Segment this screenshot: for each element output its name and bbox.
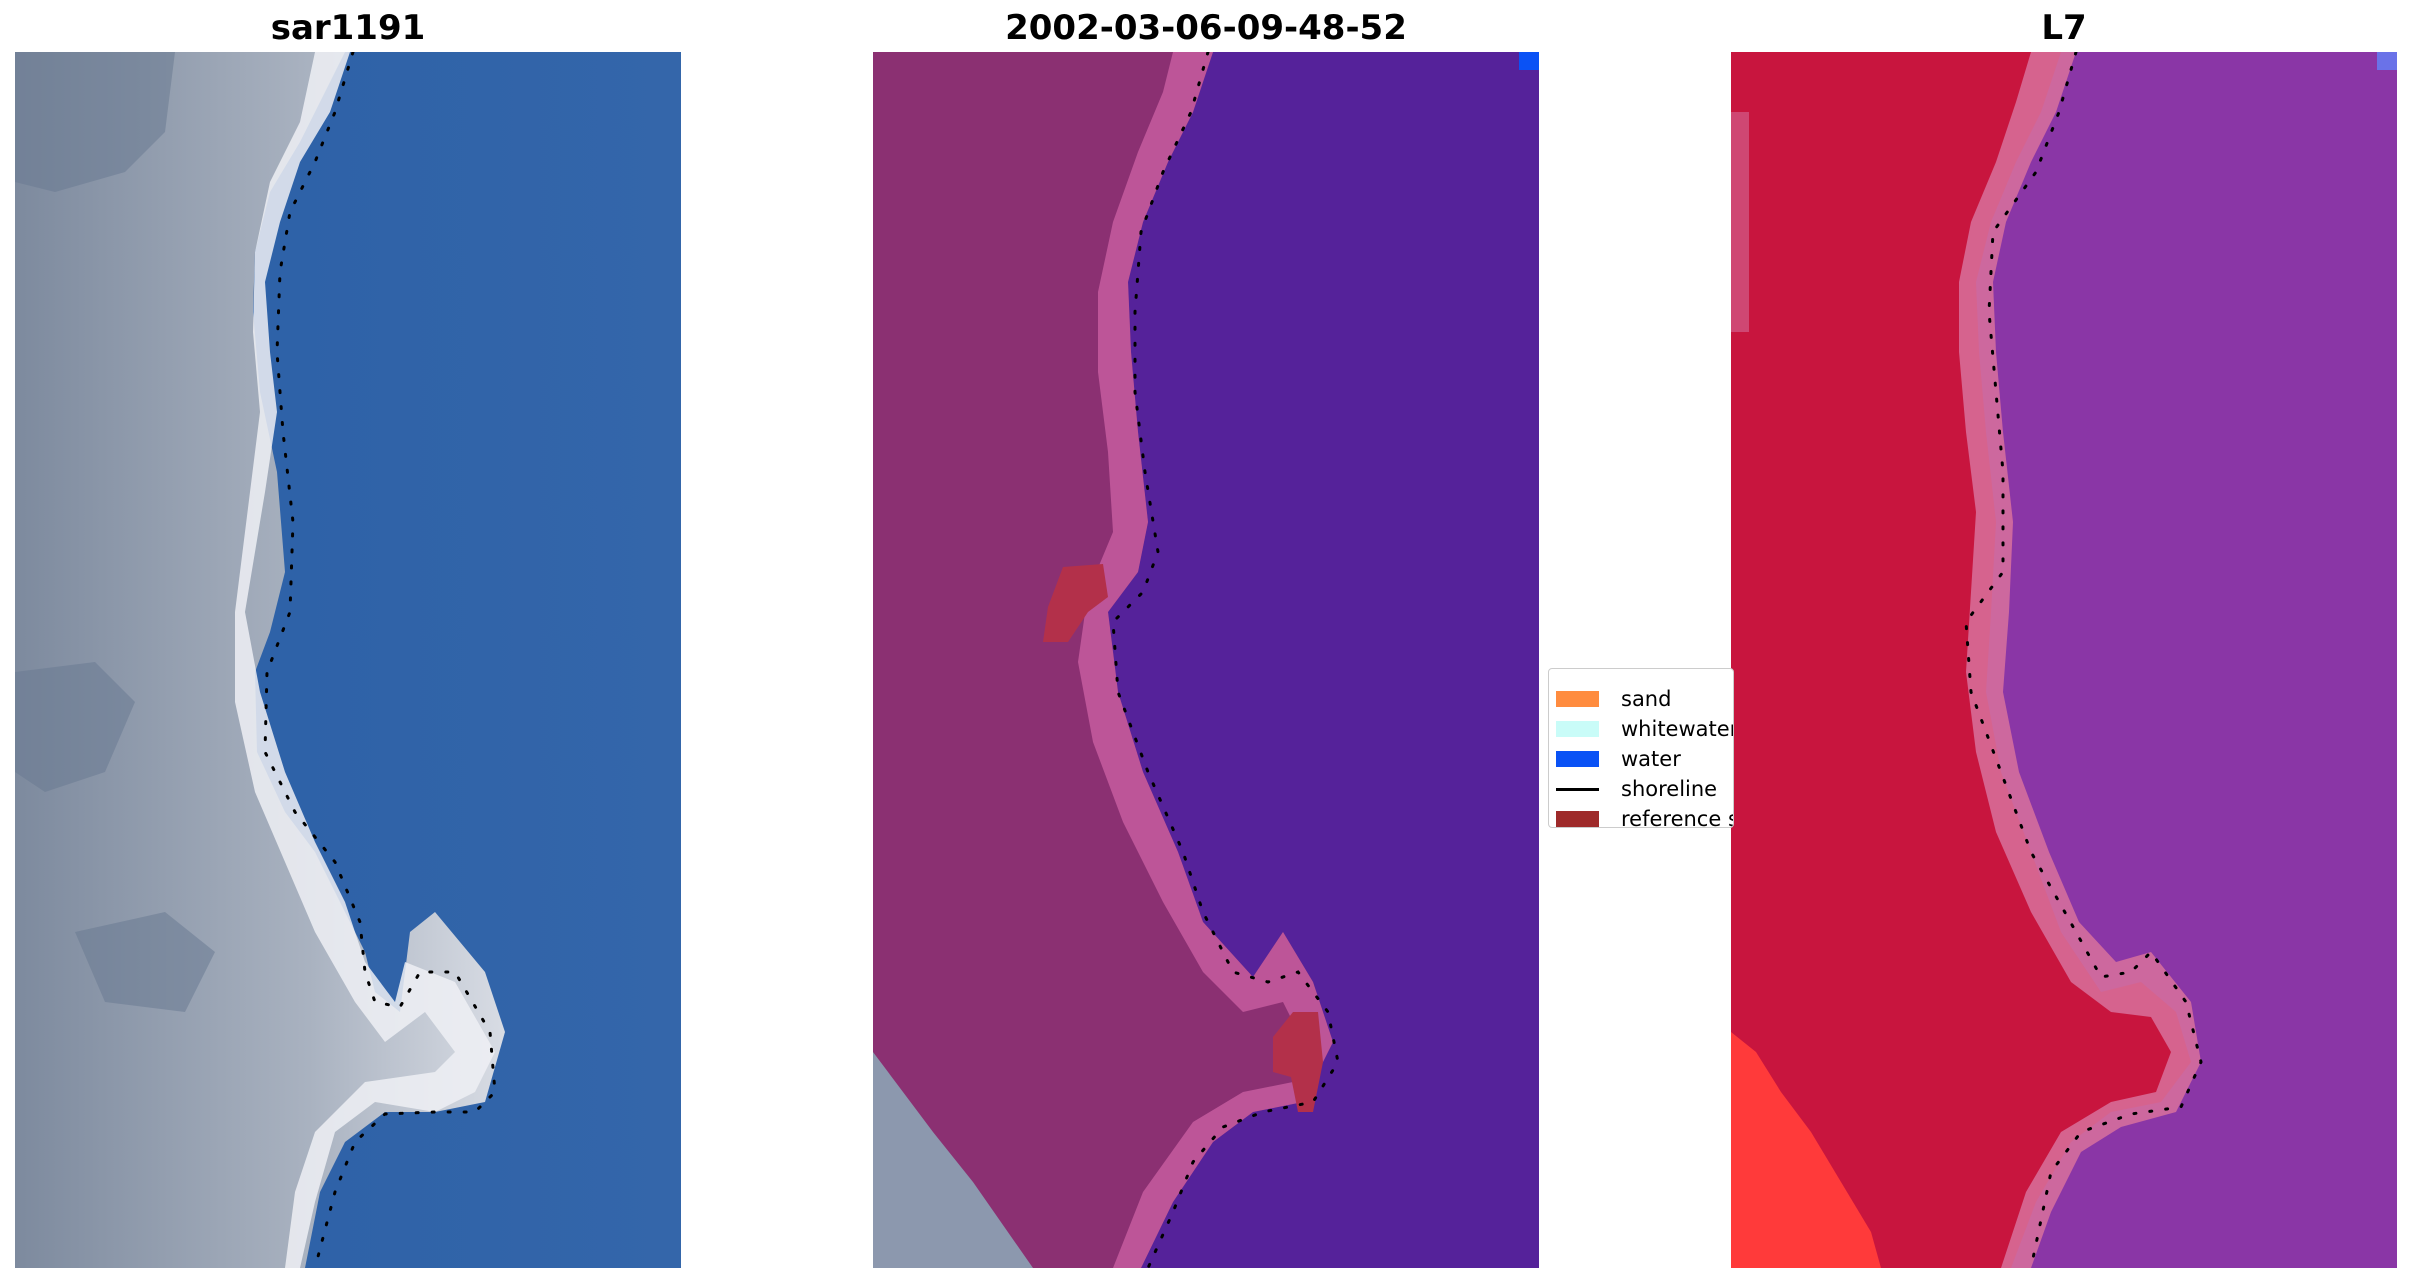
- index-image-panel: [1731, 52, 2397, 1268]
- classified-shoreline: [1111, 52, 1340, 1268]
- legend-line-shoreline: [1556, 787, 1599, 791]
- classified-reference-patch-2: [1273, 1012, 1323, 1112]
- legend-label-shoreline: shoreline: [1621, 777, 1718, 801]
- legend-item-shoreline: shoreline: [1549, 774, 1733, 804]
- classified-image: [873, 52, 1539, 1268]
- legend-swatch-water: [1556, 751, 1599, 767]
- rgb-image-panel: [15, 52, 681, 1268]
- classified-reference-patch-1: [1043, 564, 1108, 642]
- classified-image-panel: [873, 52, 1539, 1268]
- legend-label-sand: sand: [1621, 687, 1672, 711]
- index-image: [1731, 52, 2397, 1268]
- classified-beach-band: [1078, 52, 1333, 1268]
- index-beach-band: [1959, 52, 2201, 1268]
- index-corner-pixel: [2377, 52, 2397, 70]
- legend-item-water: water: [1549, 744, 1733, 774]
- rgb-dark-land-patches: [15, 52, 215, 1012]
- legend-item-reference-shoreline: reference shoreline: [1549, 804, 1733, 828]
- legend-swatch-reference-shoreline: [1556, 811, 1599, 827]
- panel-title-classified: 2002-03-06-09-48-52: [1005, 8, 1407, 48]
- legend-label-whitewater: whitewater: [1621, 717, 1734, 741]
- index-bright-red-corner: [1731, 1032, 1881, 1268]
- legend: sand whitewater water shoreline referenc…: [1548, 668, 1734, 828]
- index-shoreline: [1964, 52, 2203, 1268]
- legend-item-sand: sand: [1549, 684, 1733, 714]
- legend-item-whitewater: whitewater: [1549, 714, 1734, 744]
- classified-gray-corner: [873, 1052, 1033, 1268]
- index-left-edge-strip: [1731, 112, 1749, 332]
- panel-title-rgb: sar1191: [270, 8, 426, 48]
- rgb-image: [15, 52, 681, 1268]
- legend-swatch-sand: [1556, 691, 1599, 707]
- rgb-shoreline: [263, 52, 497, 1268]
- classified-water-pixel: [1519, 52, 1539, 70]
- legend-label-water: water: [1621, 747, 1681, 771]
- legend-swatch-whitewater: [1556, 721, 1599, 737]
- legend-label-reference-shoreline: reference shoreline: [1621, 807, 1733, 828]
- panel-title-ndwi: L7: [2041, 8, 2087, 48]
